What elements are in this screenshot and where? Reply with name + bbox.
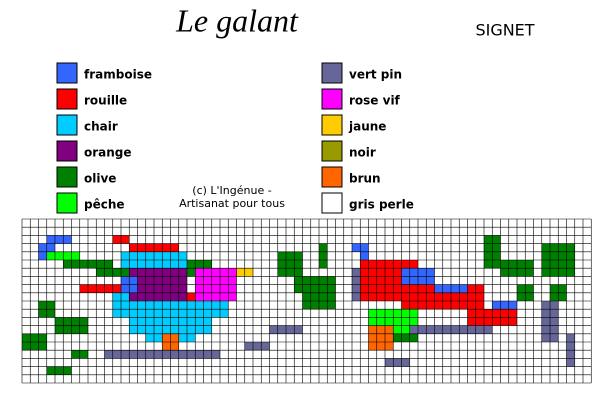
legend-swatch [321,192,343,214]
legend-swatch [56,192,78,214]
legend-label: chair [84,120,118,134]
legend-label: pêche [84,198,125,212]
legend-label: brun [349,172,381,186]
legend-label: orange [84,146,132,160]
stitch-block [360,251,369,260]
title: Le galant [175,2,299,38]
legend-label: jaune [348,120,386,134]
legend-label: noir [349,146,376,160]
stitch-block [244,342,270,351]
legend-label: rouille [84,94,127,108]
legend-swatch [56,88,78,110]
stitch-block [319,243,328,269]
legend-label: olive [84,172,116,186]
legend-label: rose vif [349,94,401,108]
stitch-block [393,333,418,342]
legend-swatch [56,114,78,136]
stitch-block [492,301,517,310]
credit-line: Artisanat pour tous [179,197,285,210]
stitch-block [277,251,303,277]
stitch-block [385,358,410,367]
legend: framboise rouille chair orange olive pêche ver… [56,62,414,214]
legend-label: vert pin [349,68,402,82]
legend-swatch [321,88,343,110]
legend-swatch [321,62,343,84]
legend-swatch [56,166,78,188]
legend-label: gris perle [349,198,414,212]
legend-swatch [321,166,343,188]
legend-swatch [56,62,78,84]
legend-swatch [321,140,343,162]
legend-label: framboise [84,68,152,82]
tag: SIGNET [475,21,534,40]
stitch-block [368,325,394,351]
legend-swatch [321,114,343,136]
credit-line: (c) L'Ingénue - [192,184,271,197]
legend-swatch [56,140,78,162]
stitch-block [46,235,72,244]
stitch-block [46,366,72,375]
stitch-grid [21,218,592,384]
